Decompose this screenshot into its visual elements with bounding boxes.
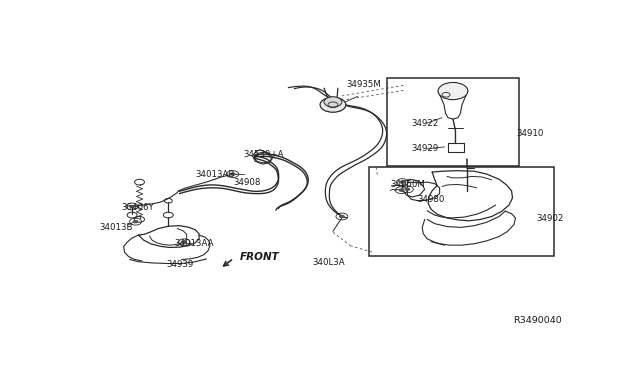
Bar bbox=[387, 78, 520, 166]
Text: 36406Y: 36406Y bbox=[121, 203, 154, 212]
Bar bbox=[369, 167, 554, 256]
Text: 34935M: 34935M bbox=[347, 80, 381, 89]
Text: 34908: 34908 bbox=[234, 178, 261, 187]
Text: 34922: 34922 bbox=[412, 119, 438, 128]
Circle shape bbox=[404, 187, 410, 191]
Text: 34902: 34902 bbox=[536, 214, 564, 223]
Circle shape bbox=[399, 189, 404, 192]
Circle shape bbox=[320, 97, 346, 112]
Circle shape bbox=[339, 215, 345, 218]
Circle shape bbox=[132, 220, 138, 223]
Text: 34939: 34939 bbox=[167, 260, 194, 269]
Text: FRONT: FRONT bbox=[240, 252, 280, 262]
Text: 34980: 34980 bbox=[417, 195, 445, 204]
Circle shape bbox=[181, 241, 187, 244]
Text: 34013AB: 34013AB bbox=[195, 170, 234, 179]
Text: 34910: 34910 bbox=[516, 129, 544, 138]
Text: 34539+A: 34539+A bbox=[244, 150, 284, 159]
Circle shape bbox=[324, 97, 342, 107]
Text: 34013B: 34013B bbox=[100, 222, 133, 232]
Text: 34929: 34929 bbox=[412, 144, 438, 153]
Circle shape bbox=[399, 180, 405, 184]
Text: 34013AA: 34013AA bbox=[174, 239, 214, 248]
Circle shape bbox=[129, 205, 135, 208]
Circle shape bbox=[230, 172, 236, 176]
Text: 340L3A: 340L3A bbox=[312, 259, 345, 267]
Circle shape bbox=[438, 83, 468, 100]
Text: 34950M: 34950M bbox=[390, 180, 425, 189]
Text: R3490040: R3490040 bbox=[513, 316, 562, 325]
